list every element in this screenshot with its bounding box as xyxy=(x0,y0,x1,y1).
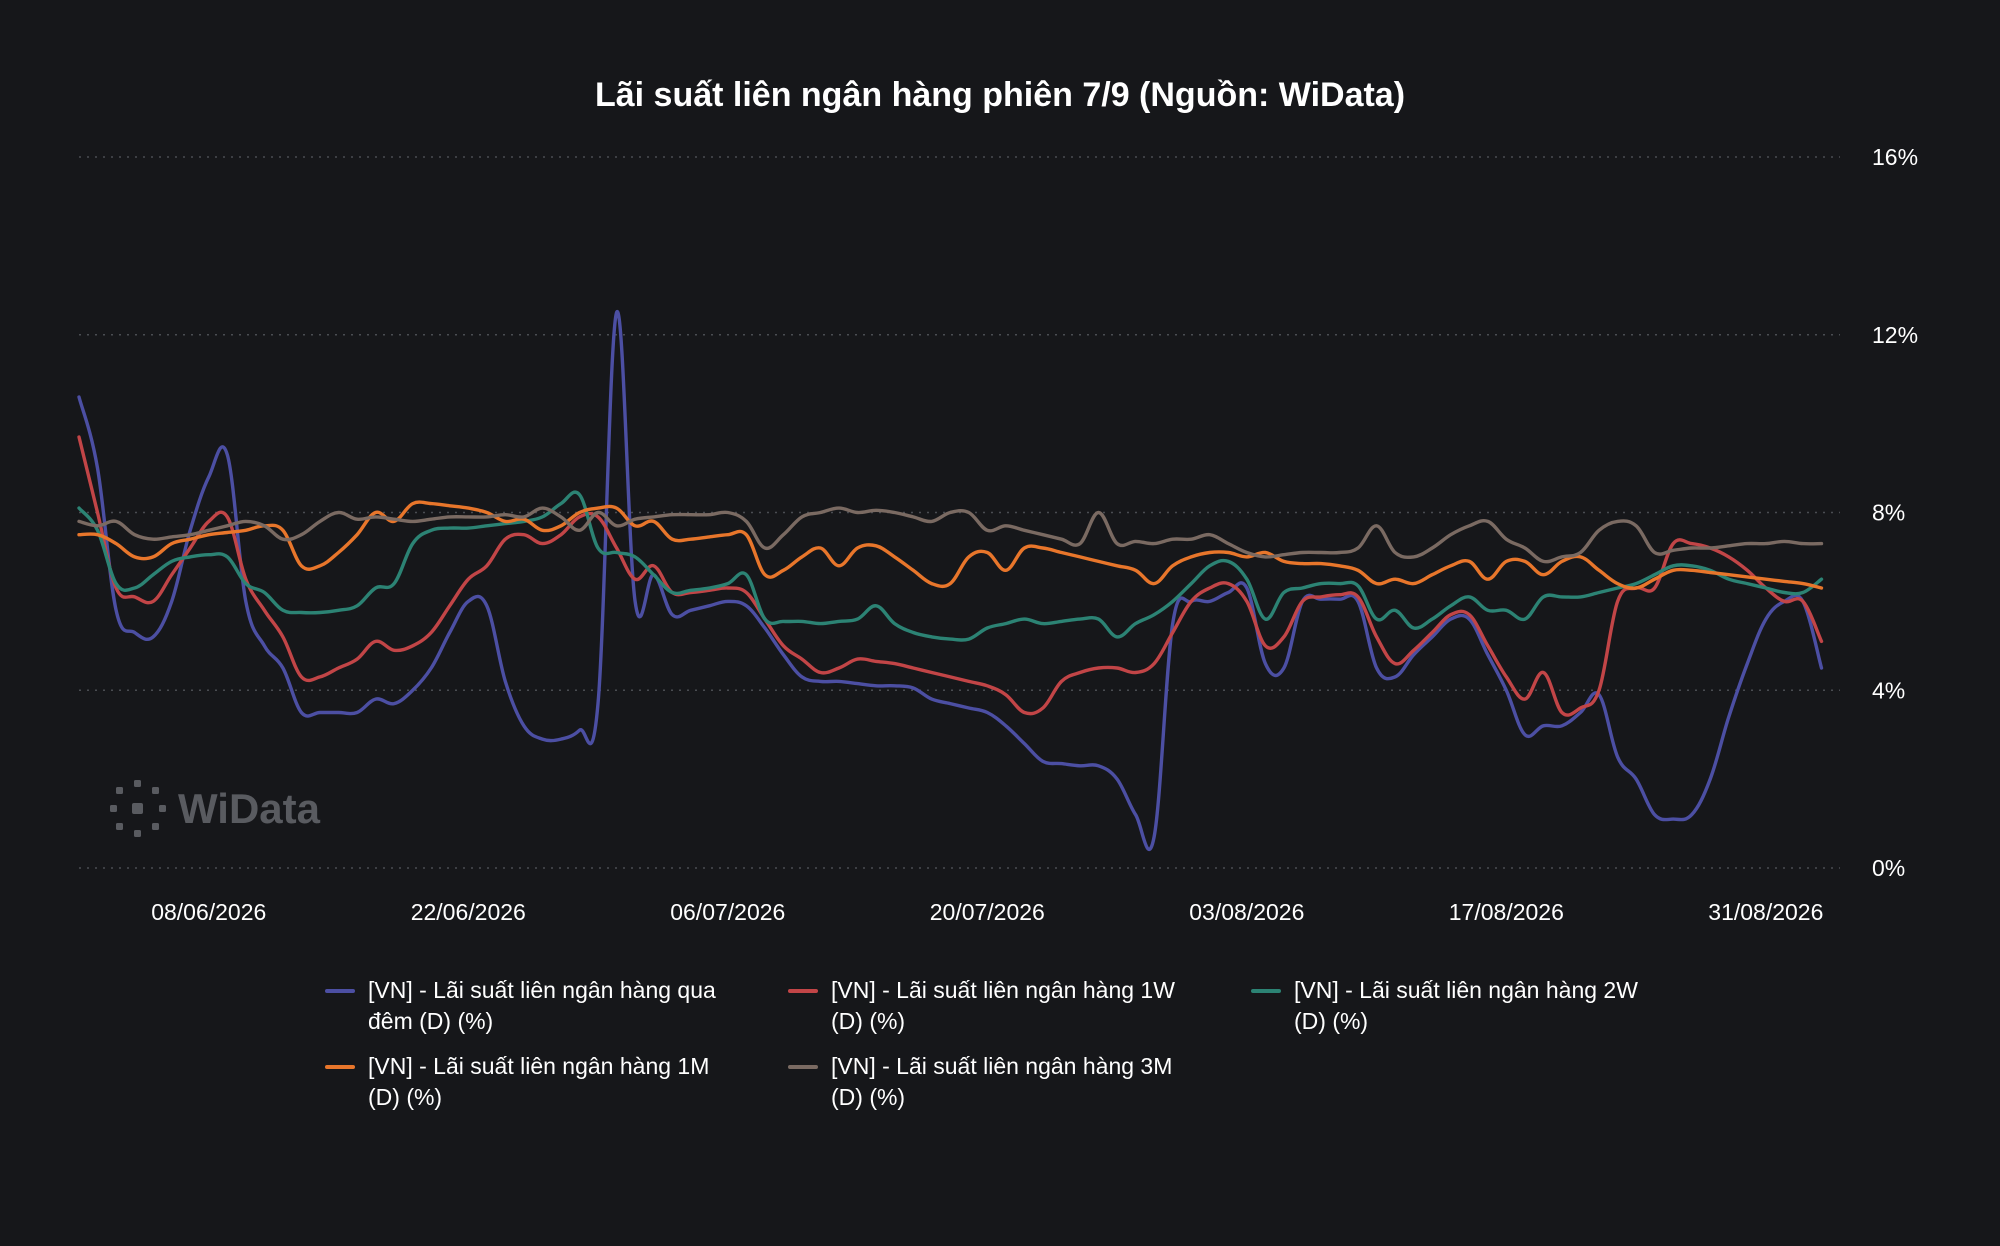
legend-item-overnight[interactable]: [VN] - Lãi suất liên ngân hàng qua đêm (… xyxy=(325,975,745,1037)
y-tick-label: 8% xyxy=(1872,500,1905,526)
y-tick-label: 4% xyxy=(1872,677,1905,703)
y-tick-label: 0% xyxy=(1872,855,1905,881)
y-tick-label: 12% xyxy=(1872,322,1918,348)
legend-item-2w[interactable]: [VN] - Lãi suất liên ngân hàng 2W (D) (%… xyxy=(1251,975,1671,1037)
widata-logo-icon xyxy=(110,780,166,837)
watermark: WiData xyxy=(110,780,321,837)
legend-label: [VN] - Lãi suất liên ngân hàng qua đêm (… xyxy=(368,977,716,1034)
series-lines xyxy=(77,310,1824,851)
legend-item-3m[interactable]: [VN] - Lãi suất liên ngân hàng 3M (D) (%… xyxy=(788,1051,1208,1113)
series-line-1m xyxy=(77,500,1824,590)
chart-title: Lãi suất liên ngân hàng phiên 7/9 (Nguồn… xyxy=(595,76,1405,114)
legend-label: [VN] - Lãi suất liên ngân hàng 1M (D) (%… xyxy=(368,1053,710,1110)
x-tick-label: 03/08/2026 xyxy=(1189,899,1304,925)
legend-label: [VN] - Lãi suất liên ngân hàng 2W (D) (%… xyxy=(1294,977,1638,1034)
legend-swatch xyxy=(325,1065,355,1069)
legend-label: [VN] - Lãi suất liên ngân hàng 1W (D) (%… xyxy=(831,977,1175,1034)
x-tick-label: 20/07/2026 xyxy=(930,899,1045,925)
legend-swatch xyxy=(325,989,355,993)
x-axis: 08/06/2026 22/06/2026 06/07/2026 20/07/2026… xyxy=(151,899,1823,925)
y-axis: 0% 4% 8% 12% 16% xyxy=(1872,144,1918,881)
legend-item-1w[interactable]: [VN] - Lãi suất liên ngân hàng 1W (D) (%… xyxy=(788,975,1208,1037)
x-tick-label: 17/08/2026 xyxy=(1449,899,1564,925)
series-line-2w xyxy=(77,490,1824,642)
series-line-1w xyxy=(77,435,1824,717)
x-tick-label: 08/06/2026 xyxy=(151,899,266,925)
y-tick-label: 16% xyxy=(1872,144,1918,170)
series-line-overnight xyxy=(77,310,1824,851)
x-tick-label: 22/06/2026 xyxy=(411,899,526,925)
legend-swatch xyxy=(1251,989,1281,993)
watermark-text: WiData xyxy=(178,785,321,832)
legend-swatch xyxy=(788,989,818,993)
legend-swatch xyxy=(788,1065,818,1069)
x-tick-label: 06/07/2026 xyxy=(670,899,785,925)
series-line-3m xyxy=(77,506,1824,564)
grid xyxy=(79,156,1840,869)
legend-label: [VN] - Lãi suất liên ngân hàng 3M (D) (%… xyxy=(831,1053,1173,1110)
legend-item-1m[interactable]: [VN] - Lãi suất liên ngân hàng 1M (D) (%… xyxy=(325,1051,745,1113)
x-tick-label: 31/08/2026 xyxy=(1708,899,1823,925)
